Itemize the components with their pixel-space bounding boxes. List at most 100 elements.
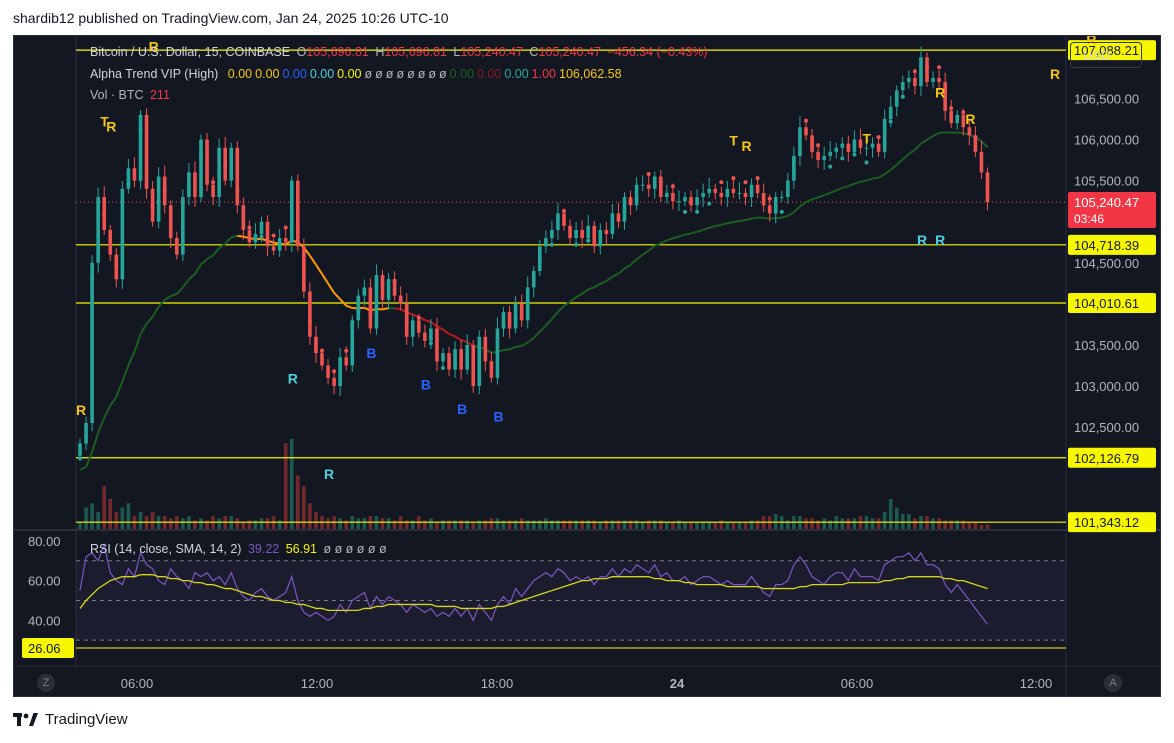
trend-segment	[611, 272, 619, 278]
signal-letter: R	[76, 402, 86, 418]
signal-letter: B	[366, 345, 376, 361]
candle-body	[652, 176, 657, 189]
indicator-value: 0.00	[476, 67, 502, 81]
signal-dot	[525, 300, 530, 305]
signal-dot	[150, 204, 155, 209]
candle-body	[453, 349, 457, 370]
signal-dot	[791, 168, 796, 173]
level-label-bg	[1068, 292, 1156, 313]
candle-body	[187, 172, 191, 198]
candle-body	[713, 188, 718, 193]
volume-bar	[259, 518, 264, 529]
volume-bar	[289, 439, 294, 529]
currency-button[interactable]: USD	[1070, 42, 1142, 68]
candle-body	[828, 151, 832, 156]
trend-segment	[188, 273, 196, 281]
candle-body	[338, 357, 342, 387]
candle-body	[955, 114, 960, 124]
trend-segment	[164, 295, 172, 301]
signal-letter: T	[729, 132, 738, 148]
trend-segment	[957, 131, 964, 135]
trend-segment	[91, 432, 100, 453]
signal-dot	[888, 119, 893, 124]
candle-body	[253, 234, 258, 243]
level-label: 102,126.79	[1074, 451, 1139, 466]
trend-segment	[170, 292, 178, 297]
trend-segment	[823, 191, 831, 197]
trend-segment	[503, 348, 510, 351]
trend-segment	[920, 138, 928, 145]
signal-dot	[719, 180, 724, 185]
candle-body	[519, 303, 524, 321]
indicator-name[interactable]: Alpha Trend VIP (High)	[90, 67, 219, 81]
volume-bar	[96, 511, 100, 529]
log-scale-toggle[interactable]: Z	[37, 674, 55, 692]
signal-dot	[549, 242, 554, 247]
trend-segment	[715, 223, 722, 228]
indicator-value: ø	[385, 67, 394, 81]
candle-body	[967, 127, 972, 136]
candle-body	[913, 77, 917, 87]
trend-segment	[854, 181, 861, 185]
price-tick-label: 105,500.00	[1074, 174, 1139, 189]
candle-body	[296, 180, 300, 247]
candle-body	[356, 295, 361, 321]
rsi-value: 39.22	[247, 542, 280, 556]
volume-bar	[114, 511, 119, 529]
signal-dot	[90, 275, 95, 280]
volume-bar	[719, 520, 724, 529]
signal-letter: R	[965, 111, 975, 127]
trend-segment	[382, 307, 389, 311]
signal-dot	[586, 238, 591, 243]
trend-segment	[902, 153, 910, 161]
candle-body	[870, 143, 875, 148]
candle-body	[798, 127, 802, 156]
signal-dot	[937, 65, 942, 70]
chart-frame[interactable]: 107,088.21 104,718.39 104,010.61 102,126.79…	[13, 35, 1161, 697]
volume-bar	[531, 520, 536, 529]
trend-segment	[817, 194, 825, 199]
rsi-current-label: 26.06	[28, 641, 61, 656]
volume-bar	[465, 520, 469, 529]
volume-bar	[683, 522, 687, 529]
volume-bar	[701, 522, 705, 529]
volume-bar	[888, 499, 893, 529]
volume-bar	[277, 520, 282, 529]
trend-segment	[575, 292, 583, 299]
time-tick-label: 06:00	[841, 676, 874, 691]
volume-bar	[302, 486, 306, 529]
volume-bar	[949, 520, 953, 529]
candle-body	[423, 332, 427, 341]
trend-segment	[623, 263, 632, 270]
legend-row-price: Bitcoin / U.S. Dollar, 15, COINBASE O105…	[90, 45, 711, 59]
signal-dot	[441, 365, 445, 370]
volume-bar	[429, 518, 433, 529]
candle-body	[907, 77, 911, 83]
candle-body	[193, 172, 197, 198]
candle-body	[544, 238, 548, 247]
volume-bar	[773, 514, 778, 529]
trend-segment	[333, 292, 341, 300]
candle-body	[810, 135, 814, 152]
symbol-title[interactable]: Bitcoin / U.S. Dollar, 15, COINBASE	[90, 45, 291, 59]
volume-bar	[737, 522, 742, 529]
rsi-name[interactable]: RSI (14, close, SMA, 14, 2)	[90, 542, 242, 556]
level-label-bg	[1068, 40, 1156, 61]
price-tick-label: 103,500.00	[1074, 338, 1139, 353]
trend-segment	[908, 148, 916, 155]
indicator-values: 0.00 0.00 0.00 0.00 0.00 ø ø ø ø ø ø ø ø 0.00 0.00 0.00…	[228, 67, 625, 81]
candle-body	[671, 192, 675, 202]
trend-segment	[884, 169, 892, 176]
signal-dot	[307, 319, 312, 324]
indicator-value: ø	[407, 67, 415, 81]
trend-segment	[139, 323, 148, 335]
auto-scale-toggle[interactable]: A	[1104, 674, 1122, 692]
volume-bar	[586, 520, 590, 529]
volume-label[interactable]: Vol · BTC	[90, 88, 144, 102]
candle-body	[386, 279, 391, 300]
chart-svg[interactable]: 107,088.21 104,718.39 104,010.61 102,126.79…	[14, 36, 1160, 696]
candle-body	[840, 143, 845, 148]
candle-body	[362, 287, 367, 296]
trend-segment	[635, 253, 644, 261]
volume-bar	[435, 522, 439, 529]
